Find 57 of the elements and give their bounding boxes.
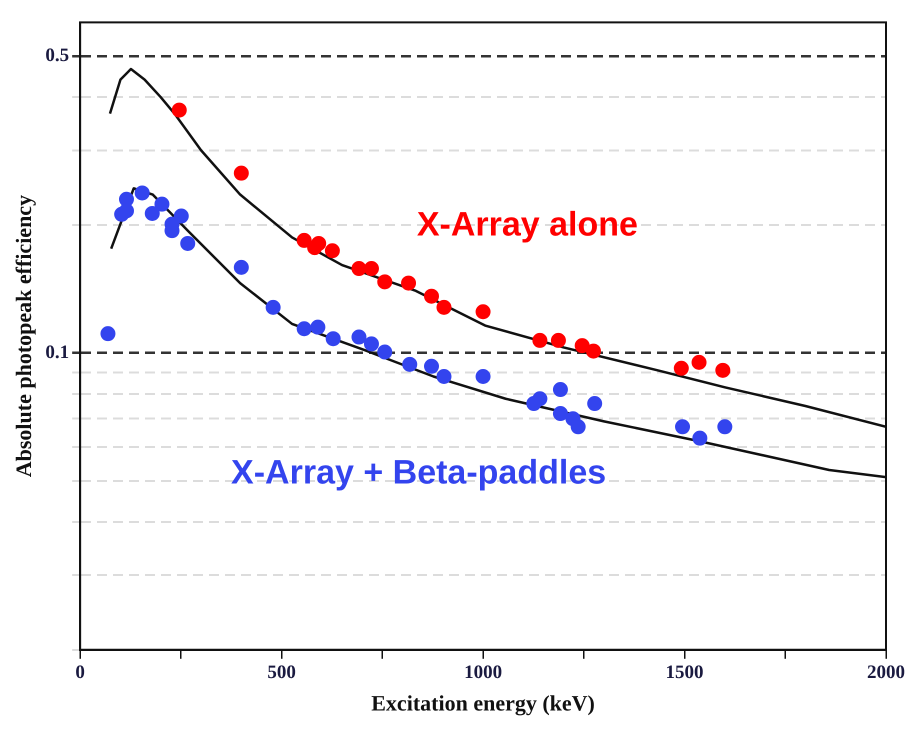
x-tick-label: 1000	[464, 662, 502, 684]
point	[674, 360, 689, 376]
point	[692, 430, 708, 446]
point	[134, 185, 150, 200]
y-tick-label: 0.5	[45, 44, 70, 66]
point	[234, 166, 249, 181]
point	[296, 321, 312, 336]
point	[324, 243, 340, 258]
point	[586, 344, 601, 359]
point	[364, 336, 379, 352]
point	[266, 300, 281, 315]
point	[401, 276, 416, 291]
point	[552, 406, 568, 422]
point	[424, 288, 439, 304]
point	[351, 261, 366, 276]
x-tick-label: 2000	[867, 662, 905, 684]
x-tick-label: 0	[75, 662, 85, 684]
y-tick-label: 0.1	[45, 342, 70, 363]
point	[172, 102, 187, 118]
point	[326, 331, 341, 346]
point	[174, 208, 189, 224]
point	[234, 260, 249, 275]
point	[552, 382, 568, 398]
point	[587, 396, 602, 412]
point	[570, 419, 586, 434]
point	[574, 338, 590, 354]
point	[436, 300, 452, 315]
point	[692, 354, 707, 370]
point	[675, 419, 690, 434]
point	[118, 192, 134, 207]
point	[717, 419, 732, 434]
point	[351, 330, 366, 345]
point	[532, 391, 548, 406]
point	[377, 344, 392, 360]
point	[180, 236, 196, 251]
point	[311, 236, 326, 251]
x-axis-title: Excitation energy (keV)	[371, 690, 595, 716]
point	[476, 304, 491, 320]
point	[476, 368, 491, 384]
y-axis-title: Absolute photopeak efficiency	[10, 194, 36, 478]
point	[424, 358, 439, 374]
point	[100, 326, 116, 342]
point	[402, 356, 418, 372]
series-label: X-Array alone	[416, 206, 638, 244]
x-tick-label: 500	[267, 662, 296, 684]
point	[296, 232, 312, 248]
point	[377, 274, 392, 290]
series-label: X-Array + Beta-paddles	[231, 454, 606, 492]
x-tick-label: 1500	[666, 662, 704, 684]
point	[532, 332, 548, 348]
point	[310, 320, 326, 335]
point	[154, 196, 170, 212]
point	[436, 368, 452, 384]
point	[144, 206, 160, 221]
point	[364, 261, 379, 276]
point	[715, 362, 730, 378]
point	[550, 332, 566, 348]
